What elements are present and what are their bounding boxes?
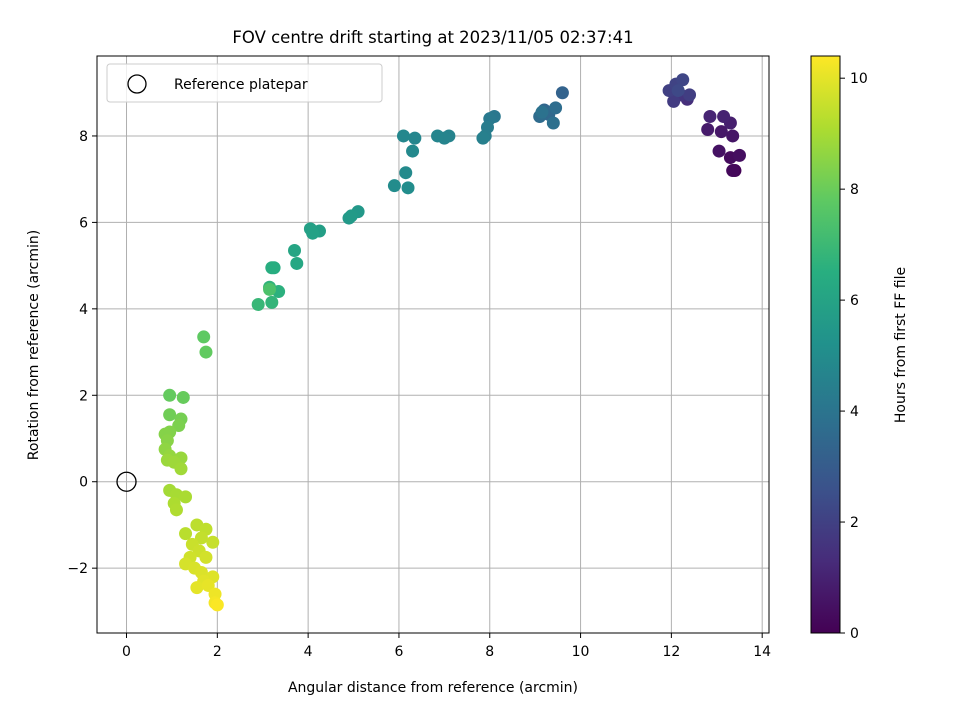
data-point bbox=[169, 503, 183, 517]
data-point bbox=[549, 101, 563, 115]
data-point bbox=[732, 148, 746, 162]
colorbar-tick-label: 6 bbox=[850, 293, 859, 309]
x-tick-label: 0 bbox=[122, 644, 131, 660]
x-tick-label: 10 bbox=[572, 644, 590, 660]
data-point bbox=[476, 131, 490, 145]
data-point bbox=[546, 116, 560, 130]
data-point bbox=[676, 73, 690, 87]
data-point bbox=[555, 86, 569, 100]
data-point bbox=[712, 144, 726, 158]
y-tick-label: −2 bbox=[67, 561, 88, 577]
chart-title: FOV centre drift starting at 2023/11/05 … bbox=[232, 28, 633, 47]
legend-box bbox=[106, 63, 383, 103]
data-point bbox=[251, 298, 265, 312]
colorbar-tick-label: 2 bbox=[850, 515, 859, 531]
x-tick-label: 4 bbox=[304, 644, 313, 660]
data-point bbox=[265, 295, 279, 309]
data-point bbox=[671, 84, 685, 98]
data-point bbox=[535, 105, 549, 119]
data-point bbox=[667, 94, 681, 108]
data-point bbox=[726, 129, 740, 143]
data-point bbox=[199, 550, 213, 564]
colorbar-tick-label: 0 bbox=[850, 626, 859, 642]
colorbar-tick-label: 8 bbox=[850, 182, 859, 198]
x-tick-label: 8 bbox=[485, 644, 494, 660]
data-point bbox=[172, 419, 186, 433]
data-point bbox=[408, 131, 422, 145]
colorbar-tick-label: 4 bbox=[850, 404, 859, 420]
data-point bbox=[194, 531, 208, 545]
data-point bbox=[210, 598, 224, 612]
data-point bbox=[431, 129, 445, 143]
data-point bbox=[701, 122, 715, 136]
y-tick-label: 8 bbox=[79, 129, 88, 145]
data-point bbox=[206, 535, 220, 549]
data-point bbox=[176, 390, 190, 404]
colorbar-tick-label: 10 bbox=[850, 71, 868, 87]
data-point bbox=[344, 209, 358, 223]
x-axis-label: Angular distance from reference (arcmin) bbox=[288, 680, 578, 696]
data-point bbox=[387, 179, 401, 193]
data-point bbox=[726, 164, 740, 178]
y-tick-label: 0 bbox=[79, 475, 88, 491]
colorbar-ticks: 0 2 4 6 8 10 bbox=[840, 71, 868, 642]
x-axis-ticks: 0 2 4 6 8 10 12 14 bbox=[122, 633, 771, 660]
data-point bbox=[399, 166, 413, 180]
data-point bbox=[265, 261, 279, 275]
data-point bbox=[401, 181, 415, 195]
y-axis-label: Rotation from reference (arcmin) bbox=[26, 230, 42, 460]
y-tick-label: 2 bbox=[79, 388, 88, 404]
x-tick-label: 2 bbox=[213, 644, 222, 660]
x-tick-label: 14 bbox=[753, 644, 771, 660]
x-tick-label: 6 bbox=[394, 644, 403, 660]
legend-entry-label: Reference platepar bbox=[174, 77, 308, 93]
data-point bbox=[396, 129, 410, 143]
legend-marker-icon bbox=[127, 74, 147, 94]
legend: Reference platepar bbox=[106, 63, 383, 103]
data-point bbox=[263, 282, 277, 296]
y-tick-label: 6 bbox=[79, 215, 88, 231]
colorbar-frame bbox=[810, 55, 841, 634]
data-point bbox=[179, 527, 193, 541]
data-point bbox=[199, 345, 213, 359]
colorbar-label: Hours from first FF file bbox=[893, 267, 909, 423]
data-point bbox=[288, 243, 302, 257]
colorbar bbox=[811, 56, 840, 633]
plot-frame bbox=[96, 55, 770, 634]
data-point bbox=[717, 110, 731, 124]
data-points bbox=[158, 73, 746, 612]
data-point bbox=[174, 462, 188, 476]
data-point bbox=[179, 490, 193, 504]
y-tick-label: 4 bbox=[79, 302, 88, 318]
data-point bbox=[714, 125, 728, 139]
data-point bbox=[163, 408, 177, 422]
x-tick-label: 12 bbox=[662, 644, 680, 660]
data-point bbox=[190, 581, 204, 595]
data-point bbox=[163, 388, 177, 402]
data-point bbox=[197, 330, 211, 344]
data-point bbox=[703, 110, 717, 124]
y-axis-ticks: −2 0 2 4 6 8 bbox=[67, 129, 97, 577]
reference-platepar-marker bbox=[116, 471, 137, 492]
data-point bbox=[306, 226, 320, 240]
reference-marker bbox=[116, 471, 137, 492]
data-point bbox=[683, 88, 697, 102]
data-point bbox=[290, 256, 304, 270]
data-point bbox=[406, 144, 420, 158]
